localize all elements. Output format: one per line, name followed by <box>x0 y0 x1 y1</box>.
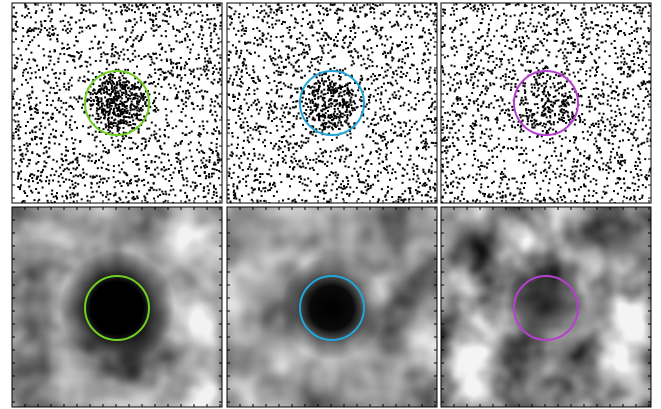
panel-frame <box>440 2 652 204</box>
photon-dots <box>227 3 437 203</box>
panel-bottom-3 <box>441 207 651 407</box>
source-aperture-circle <box>299 70 365 136</box>
central-blob <box>280 256 384 360</box>
source-aperture-circle <box>84 275 150 341</box>
panel-bottom-1 <box>12 207 222 407</box>
panel-frame <box>11 206 223 408</box>
photon-dots <box>12 3 222 203</box>
panel-top-1 <box>12 3 222 203</box>
panel-top-2 <box>227 3 437 203</box>
source-aperture-circle <box>299 275 365 341</box>
source-aperture-circle <box>513 70 579 136</box>
panel-bottom-2 <box>227 207 437 407</box>
source-aperture-circle <box>84 70 150 136</box>
panel-frame <box>226 206 438 408</box>
panel-frame <box>440 206 652 408</box>
source-aperture-circle <box>513 275 579 341</box>
panel-frame <box>226 2 438 204</box>
central-blob <box>59 250 175 366</box>
panel-frames <box>11 2 652 408</box>
photon-dots <box>441 3 651 203</box>
panel-frame <box>11 2 223 204</box>
panel-top-3 <box>441 3 651 203</box>
